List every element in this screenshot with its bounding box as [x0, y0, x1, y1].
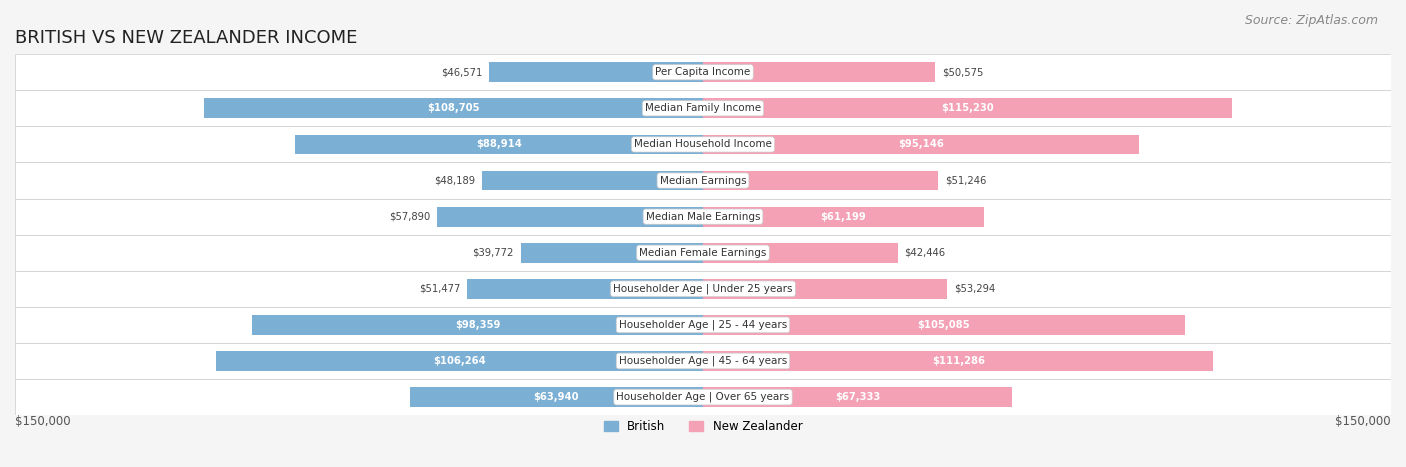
Text: $42,446: $42,446	[904, 248, 946, 258]
Text: $105,085: $105,085	[918, 320, 970, 330]
Text: $57,890: $57,890	[389, 212, 430, 222]
Text: $95,146: $95,146	[898, 140, 945, 149]
Bar	[703, 99, 1232, 118]
Text: BRITISH VS NEW ZEALANDER INCOME: BRITISH VS NEW ZEALANDER INCOME	[15, 29, 357, 47]
Text: $150,000: $150,000	[1336, 415, 1391, 428]
FancyBboxPatch shape	[15, 198, 1391, 234]
Text: $39,772: $39,772	[472, 248, 513, 258]
Text: $51,246: $51,246	[945, 176, 986, 185]
Text: Median Household Income: Median Household Income	[634, 140, 772, 149]
Bar	[252, 315, 703, 335]
Text: $88,914: $88,914	[477, 140, 522, 149]
Bar	[703, 243, 897, 262]
Bar	[703, 134, 1139, 155]
Bar	[215, 351, 703, 371]
Text: $98,359: $98,359	[454, 320, 501, 330]
Text: $48,189: $48,189	[434, 176, 475, 185]
Bar	[437, 207, 703, 226]
FancyBboxPatch shape	[15, 379, 1391, 415]
Bar	[204, 99, 703, 118]
Text: Median Family Income: Median Family Income	[645, 103, 761, 113]
Text: $106,264: $106,264	[433, 356, 485, 366]
Text: Householder Age | 25 - 44 years: Householder Age | 25 - 44 years	[619, 319, 787, 330]
Bar	[409, 387, 703, 407]
FancyBboxPatch shape	[15, 234, 1391, 271]
Bar	[703, 62, 935, 82]
Bar	[489, 62, 703, 82]
Text: Median Earnings: Median Earnings	[659, 176, 747, 185]
Bar	[703, 279, 948, 299]
Bar	[703, 170, 938, 191]
Bar	[703, 387, 1012, 407]
Text: Householder Age | 45 - 64 years: Householder Age | 45 - 64 years	[619, 356, 787, 366]
Bar	[520, 243, 703, 262]
Bar	[295, 134, 703, 155]
Bar	[703, 315, 1185, 335]
FancyBboxPatch shape	[15, 343, 1391, 379]
Text: $150,000: $150,000	[15, 415, 70, 428]
Text: Median Male Earnings: Median Male Earnings	[645, 212, 761, 222]
Legend: British, New Zealander: British, New Zealander	[599, 416, 807, 438]
Text: Source: ZipAtlas.com: Source: ZipAtlas.com	[1244, 14, 1378, 27]
FancyBboxPatch shape	[15, 127, 1391, 163]
Text: Householder Age | Over 65 years: Householder Age | Over 65 years	[616, 392, 790, 403]
Text: Median Female Earnings: Median Female Earnings	[640, 248, 766, 258]
Text: $46,571: $46,571	[441, 67, 482, 77]
Text: Householder Age | Under 25 years: Householder Age | Under 25 years	[613, 283, 793, 294]
Text: $61,199: $61,199	[821, 212, 866, 222]
Bar	[703, 207, 984, 226]
Text: $108,705: $108,705	[427, 103, 479, 113]
Bar	[703, 351, 1213, 371]
Bar	[482, 170, 703, 191]
FancyBboxPatch shape	[15, 271, 1391, 307]
Text: $53,294: $53,294	[955, 284, 995, 294]
Text: $67,333: $67,333	[835, 392, 880, 402]
FancyBboxPatch shape	[15, 163, 1391, 198]
FancyBboxPatch shape	[15, 90, 1391, 127]
FancyBboxPatch shape	[15, 307, 1391, 343]
FancyBboxPatch shape	[15, 54, 1391, 90]
Text: $115,230: $115,230	[941, 103, 994, 113]
Text: $50,575: $50,575	[942, 67, 983, 77]
Text: $51,477: $51,477	[419, 284, 460, 294]
Text: $63,940: $63,940	[534, 392, 579, 402]
Text: Per Capita Income: Per Capita Income	[655, 67, 751, 77]
Bar	[467, 279, 703, 299]
Text: $111,286: $111,286	[932, 356, 984, 366]
